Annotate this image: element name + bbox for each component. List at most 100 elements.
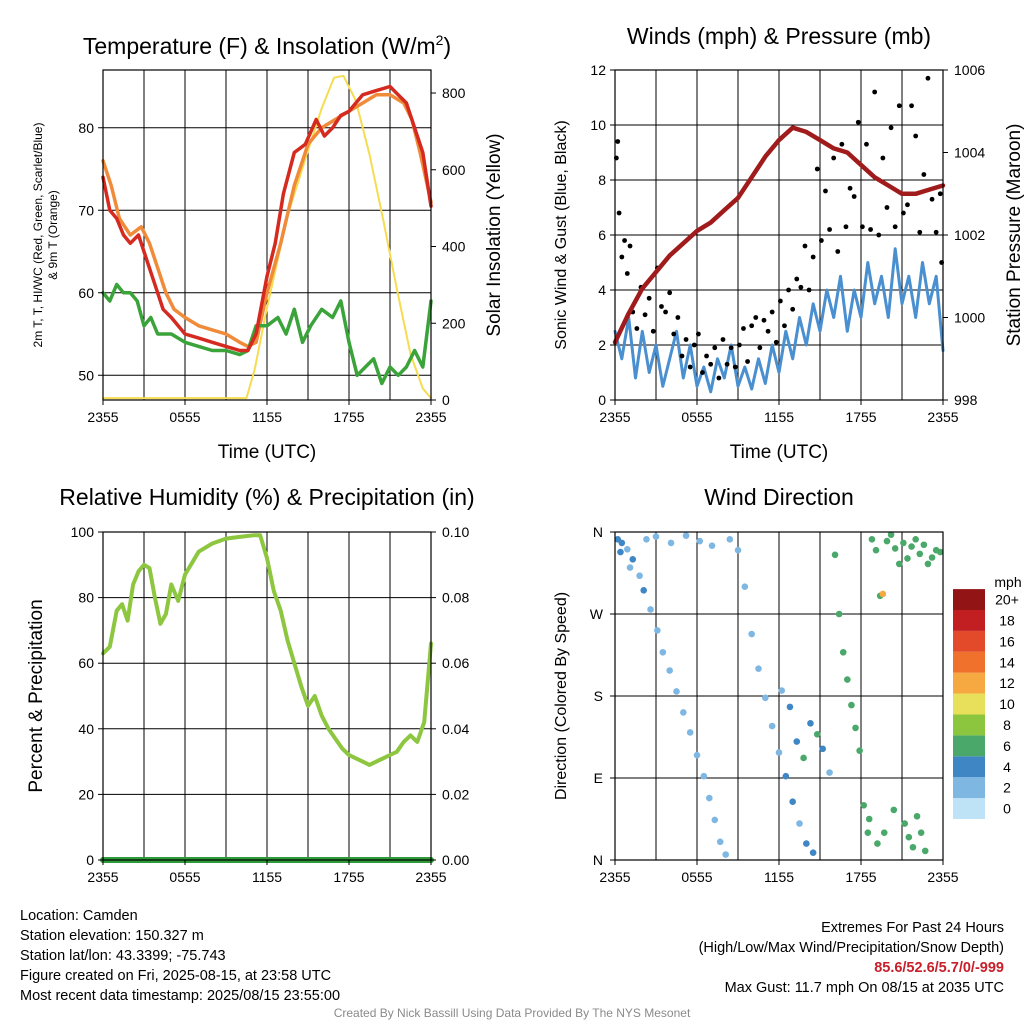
direction-point [874,840,881,847]
direction-point [879,590,887,598]
gust-point [925,75,931,81]
direction-point [856,747,863,754]
y-tick-label: 4 [598,282,606,298]
gust-point [794,276,800,282]
x-tick-label: 2355 [599,409,630,425]
y2-tick-label: 998 [954,392,978,408]
gust-point [880,155,886,161]
direction-point [726,535,734,543]
gust-point [720,337,726,342]
gust-point [909,103,914,109]
temperature-title-main: Temperature (F) & Insolation (W/m [83,33,436,59]
colorbar-label: 8 [1003,717,1011,733]
humidity-ylabel: Percent & Precipitation [26,599,47,792]
direction-point [706,794,713,802]
winds-xlabel: Time (UTC) [730,442,829,463]
gust-point [736,342,742,348]
y2-tick-label: 400 [442,239,466,255]
direction-point [809,849,817,857]
station-latlon: Station lat/lon: 43.3399; -75.743 [20,948,226,964]
gust-point [627,243,633,249]
gust-point [757,345,763,351]
direction-ylabel: Direction (Colored By Speed) [553,592,570,800]
temperature-series-line [101,282,433,386]
y2-tick-label: 0.00 [442,852,469,868]
y-tick-label: 60 [78,285,94,301]
y-tick-label: 100 [71,524,95,540]
direction-tick-label: N [593,852,603,868]
y-tick-label: 6 [598,227,606,243]
y-tick-label: 0 [86,852,94,868]
direction-point [912,535,919,543]
gust-point [724,361,730,367]
direction-point [883,537,891,545]
colorbar-swatch [953,798,985,819]
direction-point [775,749,783,756]
direction-point [782,772,790,780]
direction-point [917,829,925,836]
figure-created: Figure created on Fri, 2025-08-15, at 23… [20,968,332,984]
gust-point [712,345,718,351]
direction-point [680,709,687,716]
station-info: Location: Camden Station elevation: 150.… [20,906,340,1006]
colorbar-swatch [953,756,985,778]
gust-point [741,326,746,331]
direction-point [890,806,898,814]
y-tick-label: 10 [590,117,606,133]
colorbar-label: 2 [1003,780,1011,796]
y2-tick-label: 600 [442,162,466,178]
gust-point [642,312,648,318]
gust-point [773,339,779,345]
y-tick-label: 2 [598,337,606,353]
gust-point [663,309,668,315]
direction-point [891,545,899,552]
gust-point [888,125,894,131]
y-tick-label: 12 [590,62,606,78]
direction-point [796,820,803,827]
gust-point [769,309,775,315]
wind-speed-line [613,247,945,394]
direction-point [793,738,801,745]
winds-title: Winds (mph) & Pressure (mb) [627,23,931,49]
gust-point [786,287,791,293]
humidity-title: Relative Humidity (%) & Precipitation (i… [59,484,474,510]
colorbar-swatch [953,693,985,715]
gust-point [933,229,939,235]
y2-tick-label: 0.04 [442,721,469,737]
y-tick-label: 40 [78,721,94,737]
direction-point [626,564,634,571]
x-tick-label: 1155 [764,409,794,425]
direction-point [667,539,675,547]
direction-point [895,560,903,568]
gust-point [732,364,738,370]
colorbar-label: 12 [999,675,1015,691]
direction-point [778,687,786,694]
y2-tick-label: 200 [442,315,466,331]
gust-point [884,205,890,210]
direction-point [617,548,624,556]
gust-point [687,364,693,370]
temperature-series-line [102,74,432,400]
y-tick-label: 80 [78,590,94,606]
direction-point [722,851,729,858]
colorbar-swatch [953,672,985,694]
direction-point [844,676,851,683]
gust-point [872,89,878,95]
gust-point [847,185,853,191]
max-gust: Max Gust: 11.7 mph On 08/15 at 2035 UTC [724,980,1004,996]
colorbar-label: 4 [1003,759,1011,775]
y-tick-label: 0 [598,392,606,408]
direction-point [813,730,821,738]
x-tick-label: 2355 [927,409,958,425]
direction-tick-label: N [593,524,603,540]
temperature-ylabel-2: & 9m T (Orange) [46,190,60,280]
y-tick-label: 60 [78,655,94,671]
temperature-title-end: ) [443,33,451,59]
colorbar-label: 0 [1003,801,1011,817]
y2-tick-label: 0.06 [442,655,469,671]
direction-point [864,829,872,836]
direction-point [629,556,637,563]
temperature-series-line [101,84,433,353]
direction-point [913,812,921,820]
